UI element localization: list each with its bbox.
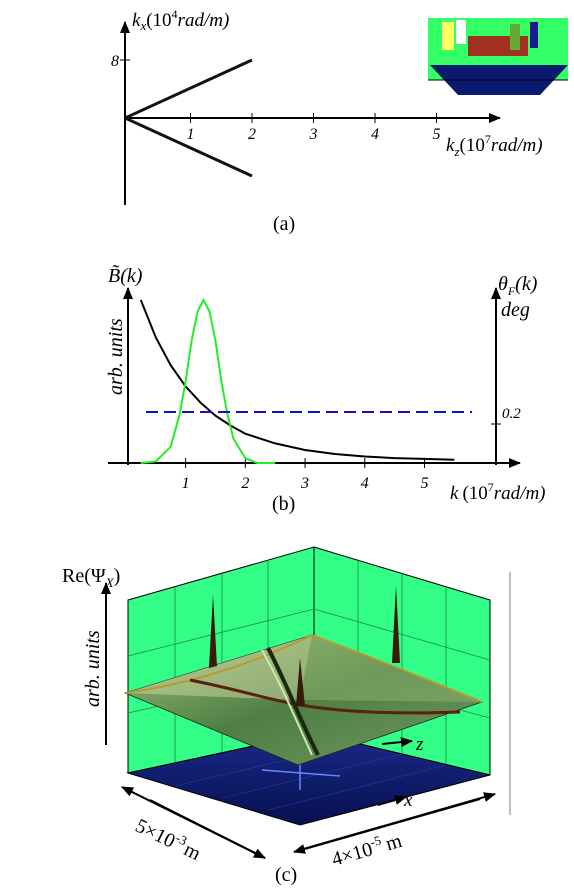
panel-c-spike-left (209, 594, 217, 668)
panel-c-x-direction-arrow (377, 795, 407, 806)
panel-c-z-axis-label: Re(ΨX) (62, 565, 120, 590)
panel-a-x-tick-label: 4 (371, 126, 379, 143)
panel-a-upper-branch (124, 58, 253, 120)
panel-b-left-unit: arb. units (105, 318, 127, 395)
panel-b-right-label: θF(k) (498, 273, 538, 298)
panel-a-x-tick-label: 5 (433, 126, 441, 143)
panel-b-x-tick-label: 4 (361, 475, 369, 492)
panel-b-decay-curve (139, 299, 455, 461)
panel-c-floor-projection (261, 760, 341, 790)
panel-b-caption: (b) (272, 493, 295, 515)
panel-a-x-ticks: 1 2 3 4 5 (187, 113, 441, 143)
panel-c: Re(ΨX) arb. units z x 5×10-3m 4×10-5m (c… (62, 546, 511, 886)
panel-a-x-tick-label: 3 (309, 126, 318, 143)
panel-c-center-spike (296, 658, 305, 706)
panel-a-y-tick-label: 8 (111, 53, 119, 70)
panel-c-z-direction-arrow (381, 737, 413, 748)
panel-b-x-tick-label: 5 (420, 475, 428, 492)
panel-c-z-letter: z (415, 734, 424, 755)
panel-b: 0.2 1 2 3 4 5 B̃(k) arb. units θF(k) deg k (1… (105, 264, 546, 515)
panel-b-x-tick-label: 3 (300, 475, 309, 492)
panel-a-x-tick-label: 2 (248, 126, 256, 143)
panel-a-x-axis-label: kz(107rad/m) (446, 132, 543, 159)
panel-c-dim-left-label: 5×10-3m (132, 812, 206, 865)
panel-c-z-unit: arb. units (82, 630, 104, 707)
panel-b-x-axis-label: k (107rad/m) (450, 480, 546, 504)
panel-a: 8 1 2 3 4 5 kx(104rad/m) kz(107rad/m) (a) (111, 7, 568, 235)
panel-c-dim-right-label: 4×10-5m (328, 827, 404, 871)
panel-c-spike-right (392, 585, 400, 663)
panel-a-inset-thumbnail (428, 18, 568, 95)
panel-b-x-tick-label: 2 (241, 475, 249, 492)
panel-a-y-axis-label: kx(104rad/m) (132, 7, 229, 33)
panel-b-left-label: B̃(k) (108, 264, 143, 287)
panel-b-right-tick-label: 0.2 (502, 406, 521, 422)
panel-c-x-letter: x (403, 790, 413, 811)
panel-a-lower-branch (124, 116, 253, 178)
panel-c-caption: (c) (275, 864, 297, 886)
panel-c-floor (126, 732, 491, 826)
panel-b-right-unit: deg (501, 299, 530, 321)
panel-a-caption: (a) (273, 213, 295, 235)
panel-b-gaussian-curve (140, 297, 276, 464)
panel-a-x-tick-label: 1 (187, 126, 195, 143)
panel-b-x-tick-label: 1 (182, 475, 190, 492)
